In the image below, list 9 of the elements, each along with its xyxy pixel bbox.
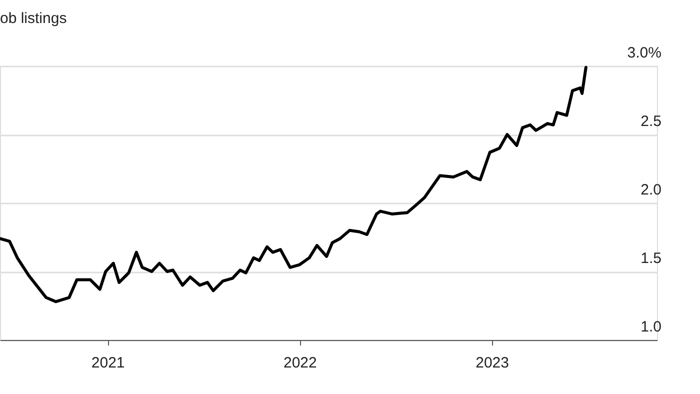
y-tick-label: 1.0	[640, 318, 662, 336]
y-tick-label: 2.5	[640, 113, 662, 130]
y-tick-label: 3.0%	[627, 44, 662, 62]
chart-title: ob listings	[0, 10, 67, 27]
x-tick-label: 2023	[476, 354, 509, 372]
x-tick-label: 2021	[91, 354, 125, 372]
y-tick-label: 1.5	[640, 250, 662, 267]
x-tick-label: 2022	[283, 354, 317, 372]
y-tick-label: 2.0	[640, 182, 662, 198]
